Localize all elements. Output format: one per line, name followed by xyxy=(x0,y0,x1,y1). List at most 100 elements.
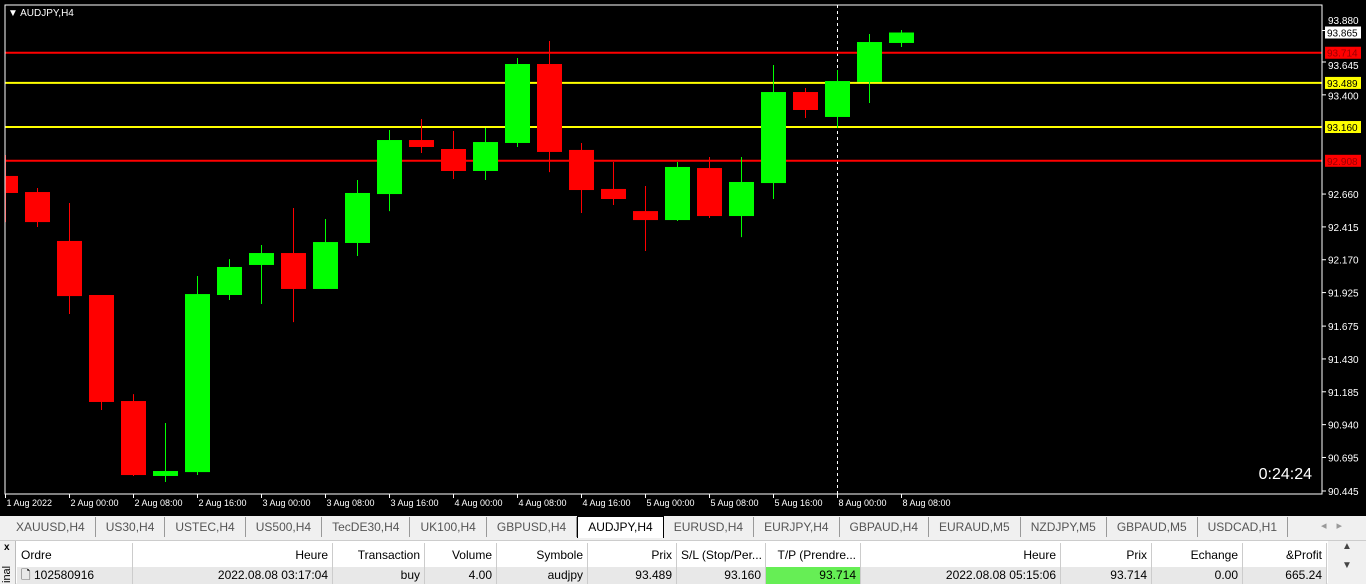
tab-xauusd-h4[interactable]: XAUUSD,H4 xyxy=(6,517,96,537)
order-id: 102580916 xyxy=(33,568,95,582)
price-label-bg xyxy=(1325,121,1361,134)
x-tick-label: 4 Aug 08:00 xyxy=(519,498,567,508)
column-header[interactable]: Heure xyxy=(861,543,1061,567)
column-header[interactable]: Ordre xyxy=(17,543,133,567)
x-tick-label: 8 Aug 08:00 xyxy=(903,498,951,508)
candle-bull[interactable] xyxy=(249,253,274,265)
candle-bull[interactable] xyxy=(825,81,850,117)
y-tick-label: 92.660 xyxy=(1328,190,1359,201)
candle-bull[interactable] xyxy=(217,266,242,295)
table-cell: 0.00 xyxy=(1152,567,1243,584)
y-tick-label: 92.170 xyxy=(1328,256,1359,267)
candle-bear[interactable] xyxy=(409,140,434,147)
chart-area[interactable]: 93.880 93.645 93.400 92.660 92.415 92.170 91.9… xyxy=(0,0,1366,514)
dropdown-arrow-icon[interactable]: ▼ xyxy=(8,8,18,19)
x-tick-label: 3 Aug 16:00 xyxy=(391,498,439,508)
candle-bear[interactable] xyxy=(601,188,626,200)
candle-bear[interactable] xyxy=(793,92,818,110)
candle-bear[interactable] xyxy=(633,211,658,221)
column-header[interactable]: Prix xyxy=(588,543,677,567)
candle-bull[interactable] xyxy=(185,294,210,473)
y-tick-label: 91.185 xyxy=(1328,388,1359,399)
candle-bull[interactable] xyxy=(313,242,338,289)
tab-uk100-h4[interactable]: UK100,H4 xyxy=(410,517,487,537)
x-tick-label: 3 Aug 00:00 xyxy=(263,498,311,508)
candle-bear[interactable] xyxy=(121,401,146,476)
tab-usdcad-h1[interactable]: USDCAD,H1 xyxy=(1198,517,1288,537)
scrollbar[interactable]: ▲ ▼ xyxy=(1328,541,1366,584)
candle-bull[interactable] xyxy=(153,471,178,476)
column-header[interactable]: &Profit xyxy=(1243,543,1327,567)
tab-scroll-arrows-icon[interactable]: ◂▸ xyxy=(1320,520,1352,532)
x-tick-label: 3 Aug 08:00 xyxy=(327,498,375,508)
candle-bull[interactable] xyxy=(505,64,530,143)
tab-gbpaud-m5[interactable]: GBPAUD,M5 xyxy=(1107,517,1198,537)
table-row[interactable]: 🗋 102580916 2022.08.08 03:17:04 buy 4.00 aud… xyxy=(17,567,1327,584)
tab-audjpy-h4[interactable]: AUDJPY,H4 xyxy=(577,516,664,538)
y-tick-label: 92.415 xyxy=(1328,223,1359,234)
table-cell: 93.714 xyxy=(766,567,861,584)
candle-bear[interactable] xyxy=(537,64,562,152)
x-tick-label: 5 Aug 16:00 xyxy=(775,498,823,508)
x-tick-label: 2 Aug 00:00 xyxy=(71,498,119,508)
candle-bull[interactable] xyxy=(729,181,754,217)
price-label-bg xyxy=(1325,154,1361,167)
column-header[interactable]: Volume xyxy=(425,543,497,567)
price-label-bg xyxy=(1325,26,1361,39)
x-tick-label: 8 Aug 00:00 xyxy=(839,498,887,508)
chart-frame xyxy=(4,4,1323,495)
tab-nzdjpy-m5[interactable]: NZDJPY,M5 xyxy=(1021,517,1107,537)
candle-bear[interactable] xyxy=(57,240,82,297)
tab-us500-h4[interactable]: US500,H4 xyxy=(246,517,323,537)
terminal-panel: x inal Ordre Heure Transaction Volume Symbol… xyxy=(0,540,1366,584)
plot-area xyxy=(0,5,1322,494)
tab-eurusd-h4[interactable]: EURUSD,H4 xyxy=(664,517,755,537)
candle-bull[interactable] xyxy=(345,192,370,243)
column-header[interactable]: Symbole xyxy=(497,543,588,567)
tab-tecde30-h4[interactable]: TecDE30,H4 xyxy=(322,517,411,537)
candle-bull[interactable] xyxy=(665,166,690,221)
table-cell: 665.24 xyxy=(1243,567,1327,584)
column-header[interactable]: Echange xyxy=(1152,543,1243,567)
chart-title[interactable]: ▼ AUDJPY,H4 xyxy=(8,8,74,19)
y-tick-label: 90.695 xyxy=(1328,453,1359,464)
candle-bear[interactable] xyxy=(281,253,306,289)
price-label-bg xyxy=(1325,76,1361,89)
candlestick-chart[interactable]: 93.880 93.645 93.400 92.660 92.415 92.170 91.9… xyxy=(0,0,1366,514)
candle-bear[interactable] xyxy=(569,149,594,191)
candle-bull[interactable] xyxy=(377,140,402,195)
y-tick-label: 93.880 xyxy=(1328,16,1359,27)
candle-bull[interactable] xyxy=(889,32,914,43)
tab-gbpusd-h4[interactable]: GBPUSD,H4 xyxy=(487,517,578,537)
x-tick-label: 4 Aug 16:00 xyxy=(583,498,631,508)
scroll-up-icon[interactable]: ▲ xyxy=(1342,541,1352,552)
column-header[interactable]: Transaction xyxy=(333,543,425,567)
candle-bear[interactable] xyxy=(697,168,722,217)
tab-ustec-h4[interactable]: USTEC,H4 xyxy=(165,517,246,537)
column-header[interactable]: Prix xyxy=(1061,543,1152,567)
column-header[interactable]: T/P (Prendre... xyxy=(766,543,861,567)
tab-gbpaud-h4[interactable]: GBPAUD,H4 xyxy=(840,517,930,537)
tab-eurjpy-h4[interactable]: EURJPY,H4 xyxy=(754,517,840,537)
tab-us30-h4[interactable]: US30,H4 xyxy=(96,517,166,537)
y-tick-label: 93.645 xyxy=(1328,61,1359,72)
x-tick-label: 4 Aug 00:00 xyxy=(455,498,503,508)
candle-bull[interactable] xyxy=(857,42,882,82)
table-header: Ordre Heure Transaction Volume Symbole Prix S/… xyxy=(17,543,1327,567)
scroll-down-icon[interactable]: ▼ xyxy=(1342,560,1352,571)
candle-bear[interactable] xyxy=(89,294,114,402)
tab-euraud-m5[interactable]: EURAUD,M5 xyxy=(929,517,1021,537)
column-header[interactable]: Heure xyxy=(133,543,333,567)
column-header[interactable]: S/L (Stop/Per... xyxy=(677,543,766,567)
close-icon[interactable]: x xyxy=(4,542,10,553)
candle-bull[interactable] xyxy=(761,92,786,184)
candle-bull[interactable] xyxy=(473,142,498,171)
y-tick-label: 90.940 xyxy=(1328,421,1359,432)
price-label-bg xyxy=(1325,46,1361,59)
x-tick-label: 1 Aug 2022 xyxy=(7,498,53,508)
candle-bear[interactable] xyxy=(441,149,466,171)
price-label: 93.160 xyxy=(1327,123,1358,134)
candle-bear[interactable] xyxy=(25,192,50,223)
candle-bear[interactable] xyxy=(0,175,18,193)
price-label: 93.489 xyxy=(1327,79,1358,90)
